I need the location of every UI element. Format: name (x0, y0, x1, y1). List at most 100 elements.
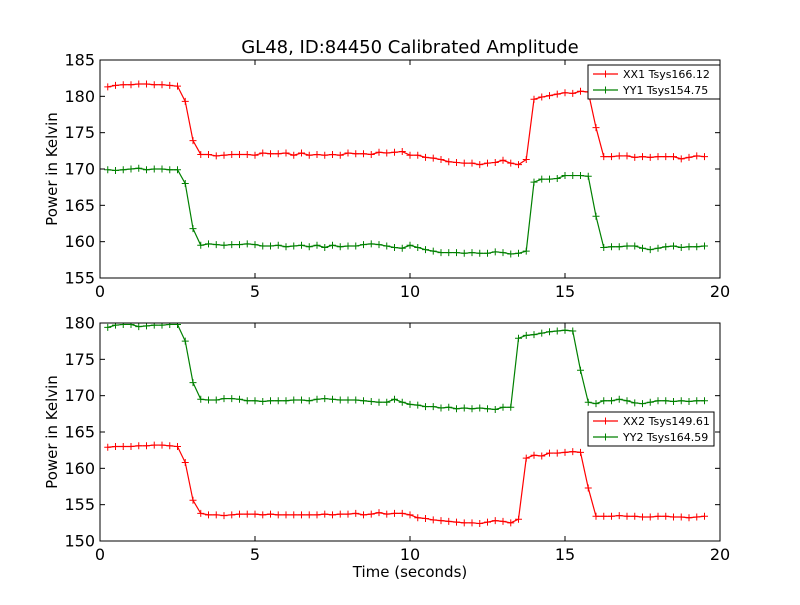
data-point (375, 509, 383, 517)
data-point (476, 161, 484, 169)
data-point (615, 152, 623, 160)
data-point (445, 158, 453, 166)
data-point (282, 511, 290, 519)
series-1 (104, 441, 708, 528)
data-point (429, 154, 437, 162)
data-point (623, 152, 631, 160)
data-point (383, 149, 391, 157)
legend-label: YY1 Tsys154.75 (622, 84, 708, 97)
data-point (119, 323, 127, 328)
data-point (654, 244, 662, 252)
data-point (693, 152, 701, 160)
data-point (460, 249, 468, 257)
data-point (538, 452, 546, 460)
data-point (267, 510, 274, 518)
data-point (615, 395, 623, 403)
data-point (336, 151, 344, 159)
data-point (484, 405, 491, 413)
data-point (298, 396, 305, 404)
data-point (592, 124, 600, 132)
data-point (414, 514, 422, 522)
data-point (615, 512, 623, 520)
data-point (391, 395, 398, 403)
legend-label: YY2 Tsys164.59 (622, 431, 708, 444)
data-point (181, 180, 189, 188)
data-point (468, 159, 476, 167)
data-point (701, 153, 708, 161)
data-point (344, 396, 352, 404)
data-point (158, 81, 166, 89)
data-point (422, 514, 429, 522)
data-point (228, 241, 236, 249)
data-point (499, 249, 507, 257)
data-point (174, 323, 181, 328)
data-point (391, 243, 398, 251)
data-point (608, 397, 615, 405)
data-point (189, 225, 197, 233)
data-point (212, 396, 220, 404)
figure-title: GL48, ID:84450 Calibrated Amplitude (241, 37, 579, 58)
data-point (631, 153, 639, 161)
data-point (522, 156, 530, 164)
data-point (174, 166, 181, 174)
legend-marker (602, 70, 609, 78)
data-point (561, 172, 569, 180)
x-axis-label: Time (seconds) (352, 563, 468, 581)
data-point (569, 327, 577, 335)
data-point (313, 511, 321, 519)
data-point (174, 82, 181, 90)
data-point (236, 510, 243, 518)
y-tick-label: 155 (64, 269, 95, 288)
data-point (608, 243, 615, 251)
data-point (422, 403, 429, 411)
data-point (150, 441, 158, 449)
data-point (344, 149, 352, 157)
data-point (383, 510, 391, 518)
data-point (236, 241, 243, 249)
data-point (453, 405, 460, 413)
data-point (530, 178, 538, 186)
y-tick-label: 180 (64, 314, 95, 333)
data-point (367, 150, 375, 158)
data-point (530, 95, 538, 103)
x-tick-label: 0 (95, 545, 105, 564)
data-point (166, 442, 174, 450)
data-point (336, 510, 344, 518)
data-point (274, 150, 282, 158)
data-point (422, 246, 429, 254)
data-point (104, 443, 112, 451)
data-point (119, 81, 127, 89)
data-point (592, 212, 600, 220)
data-point (360, 397, 367, 405)
data-point (662, 153, 670, 161)
data-point (546, 328, 553, 336)
data-point (391, 148, 398, 156)
data-point (538, 329, 546, 337)
data-point (181, 97, 189, 105)
y-tick-label: 185 (64, 51, 95, 70)
data-point (205, 511, 212, 519)
y-tick-label: 160 (64, 232, 95, 251)
data-point (174, 443, 181, 451)
data-point (414, 401, 422, 409)
data-point (507, 519, 515, 527)
data-point (437, 156, 445, 164)
data-point (646, 246, 654, 254)
data-point (693, 243, 701, 251)
data-point (677, 513, 685, 521)
data-point (127, 323, 135, 328)
legend-box (587, 64, 721, 100)
data-point (220, 151, 228, 159)
data-point (553, 174, 561, 182)
data-point (189, 137, 197, 145)
data-point (181, 459, 189, 467)
data-point (212, 152, 220, 160)
data-point (143, 323, 150, 330)
data-point (701, 397, 708, 405)
data-point (608, 512, 615, 520)
data-point (646, 398, 654, 406)
data-point (522, 331, 530, 339)
data-point (453, 158, 460, 166)
data-point (445, 403, 453, 411)
